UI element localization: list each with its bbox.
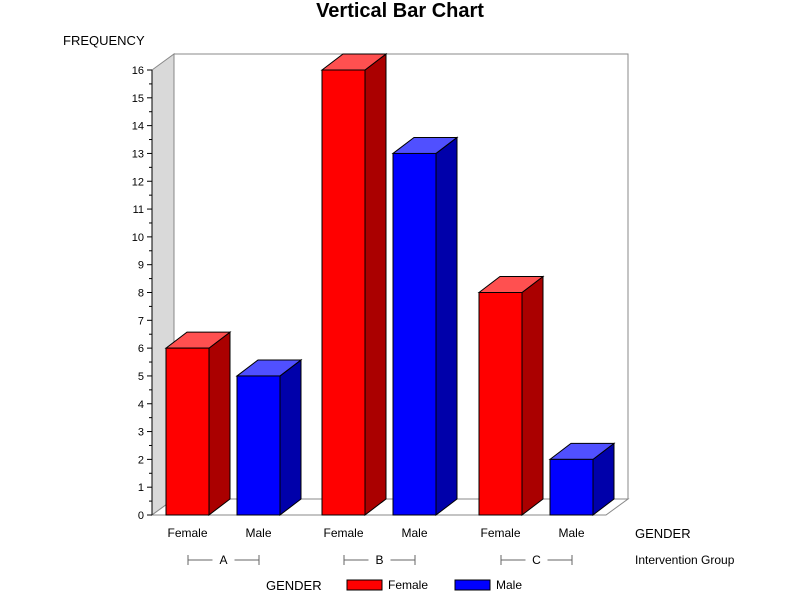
y-tick-label: 0 [138, 510, 144, 522]
chart-title: Vertical Bar Chart [316, 0, 484, 22]
bar-front [549, 458, 594, 516]
x-category-label: Male [558, 526, 584, 540]
y-tick-label: 8 [138, 288, 144, 300]
x-category-label: Female [167, 526, 207, 540]
x-outer-axis-label: Intervention Group [635, 553, 735, 567]
bar-b-male [391, 136, 459, 517]
bar-b-female [320, 52, 388, 517]
bar-side [208, 331, 231, 517]
bar-side [521, 275, 544, 517]
bar-front [392, 152, 437, 516]
y-tick-label: 6 [138, 343, 144, 355]
x-inner-axis-label: GENDER [635, 526, 691, 541]
legend-swatch [346, 579, 383, 591]
y-tick-label: 7 [138, 315, 144, 327]
y-tick-label: 3 [138, 427, 144, 439]
x-group-label: B [375, 553, 383, 567]
bar-side [279, 358, 302, 517]
y-tick-label: 4 [138, 399, 144, 411]
y-tick-label: 14 [132, 121, 144, 133]
bar-a-male [235, 358, 303, 517]
x-group-label: A [219, 553, 227, 567]
bar-side [364, 52, 387, 517]
bar-front [478, 292, 523, 516]
x-category-label: Female [323, 526, 363, 540]
x-category-label: Male [245, 526, 271, 540]
y-tick-label: 1 [138, 482, 144, 494]
bar-a-female [164, 331, 232, 517]
bar-side [435, 136, 458, 517]
y-tick-label: 2 [138, 454, 144, 466]
legend-swatch [454, 579, 491, 591]
y-tick-label: 5 [138, 371, 144, 383]
y-tick-label: 11 [133, 204, 144, 216]
x-category-labels: Female Male Female Male Female Male [167, 526, 584, 540]
legend-title: GENDER [266, 578, 322, 593]
y-tick-label: 12 [132, 176, 144, 188]
x-group-labels: A B C [187, 553, 573, 567]
y-tick-label: 15 [132, 93, 144, 105]
y-tick-label: 10 [132, 232, 144, 244]
bars [164, 52, 616, 517]
y-tick-label: 13 [132, 148, 144, 160]
x-category-label: Male [401, 526, 427, 540]
y-tick-label: 9 [138, 260, 144, 272]
bar-c-female [477, 275, 545, 517]
bar-front [321, 69, 366, 516]
x-category-label: Female [480, 526, 520, 540]
y-axis-label: FREQUENCY [63, 33, 145, 48]
legend-label: Male [496, 578, 522, 592]
bar-front [236, 375, 281, 516]
legend-label: Female [388, 578, 428, 592]
legend: Female Male [346, 578, 522, 592]
x-group-label: C [532, 553, 541, 567]
bar-c-male [548, 442, 616, 517]
bar-front [165, 347, 210, 516]
y-tick-label: 16 [132, 65, 144, 77]
